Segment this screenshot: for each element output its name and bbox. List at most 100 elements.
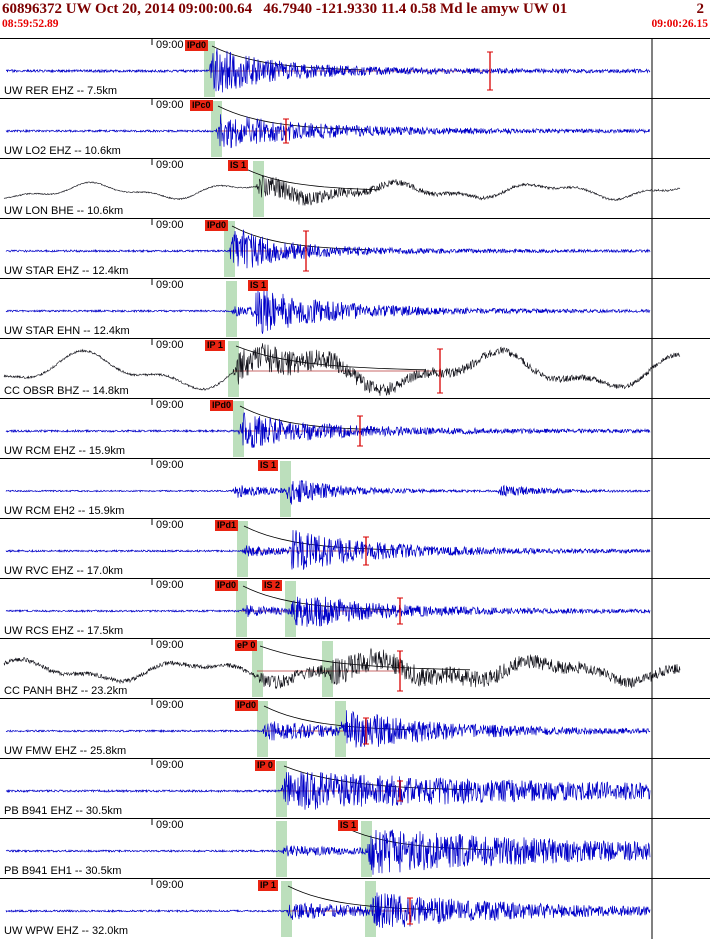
seismogram-svg bbox=[5, 219, 653, 279]
pick-flag[interactable]: IS 2 bbox=[262, 580, 283, 591]
time-tick-label: 09:00 bbox=[156, 99, 184, 111]
trace-panel-RVC[interactable]: 09:00 IPd1 UW RVC EHZ -- 17.0km bbox=[0, 518, 710, 579]
trace-panel-FMW[interactable]: 09:00 IPd0 UW FMW EHZ -- 25.8km bbox=[0, 698, 710, 759]
time-tick-label: 09:00 bbox=[156, 219, 184, 231]
waveform-trace[interactable] bbox=[3, 647, 681, 690]
seismogram-svg bbox=[5, 99, 653, 159]
trace-panel-RCM[interactable]: 09:00 IPd0 UW RCM EHZ -- 15.9km bbox=[0, 398, 710, 459]
trace-panel-B941[interactable]: 09:00 IS 1 PB B941 EH1 -- 30.5km bbox=[0, 818, 710, 879]
event-summary: 60896372 UW Oct 20, 2014 09:00:00.64 46.… bbox=[2, 1, 568, 17]
station-label: UW STAR EHN -- 12.4km bbox=[4, 325, 130, 337]
waveform-trace[interactable] bbox=[5, 892, 651, 929]
event-flag-count: 2 bbox=[696, 1, 705, 17]
waveform-trace[interactable] bbox=[5, 710, 651, 748]
pick-flag[interactable]: IPd1 bbox=[215, 520, 239, 531]
time-tick-label: 09:00 bbox=[156, 819, 184, 831]
pick-window-band[interactable] bbox=[280, 461, 291, 517]
time-tick-label: 09:00 bbox=[156, 639, 184, 651]
waveform-trace[interactable] bbox=[5, 829, 651, 875]
pick-flag[interactable]: IPd0 bbox=[185, 40, 209, 51]
waveform-trace[interactable] bbox=[5, 771, 651, 810]
pick-window-band[interactable] bbox=[237, 521, 248, 577]
trace-panel-STAR[interactable]: 09:00 IS 1 UW STAR EHN -- 12.4km bbox=[0, 278, 710, 339]
trace-panel-LON[interactable]: 09:00 IS 1 UW LON BHE -- 10.6km bbox=[0, 158, 710, 219]
waveform-trace[interactable] bbox=[6, 48, 651, 93]
pick-flag[interactable]: IS 1 bbox=[228, 160, 249, 171]
trace-panel-STAR[interactable]: 09:00 IPd0 UW STAR EHZ -- 12.4km bbox=[0, 218, 710, 279]
pick-window-band[interactable] bbox=[322, 641, 333, 697]
seismogram-svg bbox=[5, 279, 653, 339]
pick-window-band[interactable] bbox=[285, 581, 296, 637]
seismogram-svg bbox=[5, 819, 653, 879]
waveform-trace[interactable] bbox=[5, 229, 651, 269]
pick-window-band[interactable] bbox=[233, 401, 244, 457]
pick-flag[interactable]: IS 1 bbox=[258, 460, 279, 471]
waveform-trace[interactable] bbox=[3, 343, 681, 396]
station-label: UW FMW EHZ -- 25.8km bbox=[4, 745, 127, 757]
station-label: UW STAR EHZ -- 12.4km bbox=[4, 265, 129, 277]
coda-decay-curve bbox=[239, 405, 381, 431]
waveform-trace[interactable] bbox=[5, 412, 651, 448]
trace-list: 09:00 IPd0 UW RER EHZ -- 7.5km 09:00 IPc0 UW … bbox=[0, 38, 710, 939]
pick-flag[interactable]: IP 0 bbox=[255, 760, 275, 771]
pick-window-band[interactable] bbox=[361, 821, 372, 877]
time-tick-label: 09:00 bbox=[156, 399, 184, 411]
pick-flag[interactable]: IP 1 bbox=[205, 340, 225, 351]
seismogram-svg bbox=[5, 399, 653, 459]
pick-flag[interactable]: IPd0 bbox=[205, 220, 229, 231]
pick-window-band[interactable] bbox=[335, 701, 346, 757]
pick-flag[interactable]: IS 1 bbox=[338, 820, 359, 831]
pick-window-band[interactable] bbox=[281, 881, 292, 937]
time-tick-label: 09:00 bbox=[156, 279, 184, 291]
time-tick-label: 09:00 bbox=[156, 339, 184, 351]
time-tick-label: 09:00 bbox=[156, 39, 184, 51]
waveform-trace[interactable] bbox=[5, 480, 651, 505]
seismogram-svg bbox=[5, 759, 653, 819]
station-label: PB B941 EHZ -- 30.5km bbox=[4, 805, 122, 817]
seismogram-svg bbox=[3, 159, 681, 219]
trace-panel-WPW[interactable]: 09:00 IP 1 UW WPW EHZ -- 32.0km bbox=[0, 878, 710, 939]
pick-flag[interactable]: IS 1 bbox=[248, 280, 269, 291]
waveform-trace[interactable] bbox=[5, 596, 651, 627]
station-label: CC OBSR BHZ -- 14.8km bbox=[4, 385, 129, 397]
pick-window-band[interactable] bbox=[252, 641, 263, 697]
seismogram-svg bbox=[3, 339, 681, 399]
pick-flag[interactable]: IPd0 bbox=[235, 700, 259, 711]
trace-panel-OBSR[interactable]: 09:00 IP 1 CC OBSR BHZ -- 14.8km bbox=[0, 338, 710, 399]
pick-window-band[interactable] bbox=[276, 821, 287, 877]
header: 60896372 UW Oct 20, 2014 09:00:00.64 46.… bbox=[0, 0, 710, 38]
pick-flag[interactable]: IPd0 bbox=[210, 400, 234, 411]
waveform-trace[interactable] bbox=[5, 114, 651, 149]
pick-flag[interactable]: IPd0 bbox=[215, 580, 239, 591]
time-tick-label: 09:00 bbox=[156, 159, 184, 171]
time-window-row: 08:59:52.89 09:00:26.15 bbox=[0, 18, 710, 30]
pick-flag[interactable]: IPc0 bbox=[190, 100, 213, 111]
station-label: UW LON BHE -- 10.6km bbox=[4, 205, 124, 217]
trace-panel-LO2[interactable]: 09:00 IPc0 UW LO2 EHZ -- 10.6km bbox=[0, 98, 710, 159]
coda-decay-curve bbox=[239, 165, 381, 191]
station-label: UW RCS EHZ -- 17.5km bbox=[4, 625, 124, 637]
trace-panel-PANH[interactable]: 09:00 eP 0 CC PANH BHZ -- 23.2km bbox=[0, 638, 710, 699]
seismogram-svg bbox=[5, 579, 653, 639]
seismogram-svg bbox=[5, 519, 653, 579]
pick-flag[interactable]: eP 0 bbox=[235, 640, 258, 651]
pick-flag[interactable]: IP 1 bbox=[258, 880, 278, 891]
trace-panel-RCS[interactable]: 09:00 IPd0 IS 2 UW RCS EHZ -- 17.5km bbox=[0, 578, 710, 639]
time-tick-label: 09:00 bbox=[156, 879, 184, 891]
seismogram-svg bbox=[5, 459, 653, 519]
time-tick-label: 09:00 bbox=[156, 519, 184, 531]
time-tick-label: 09:00 bbox=[156, 699, 184, 711]
station-label: PB B941 EH1 -- 30.5km bbox=[4, 865, 122, 877]
trace-panel-RCM[interactable]: 09:00 IS 1 UW RCM EH2 -- 15.9km bbox=[0, 458, 710, 519]
waveform-trace[interactable] bbox=[5, 530, 651, 570]
time-tick-label: 09:00 bbox=[156, 459, 184, 471]
time-tick-label: 09:00 bbox=[156, 759, 184, 771]
pick-window-band[interactable] bbox=[257, 701, 268, 757]
waveform-trace[interactable] bbox=[5, 288, 651, 334]
trace-panel-B941[interactable]: 09:00 IP 0 PB B941 EHZ -- 30.5km bbox=[0, 758, 710, 819]
waveform-trace[interactable] bbox=[3, 175, 681, 206]
pick-window-band[interactable] bbox=[226, 281, 237, 337]
trace-panel-RER[interactable]: 09:00 IPd0 UW RER EHZ -- 7.5km bbox=[0, 38, 710, 99]
pick-window-band[interactable] bbox=[236, 581, 247, 637]
seismogram-svg bbox=[6, 39, 653, 99]
